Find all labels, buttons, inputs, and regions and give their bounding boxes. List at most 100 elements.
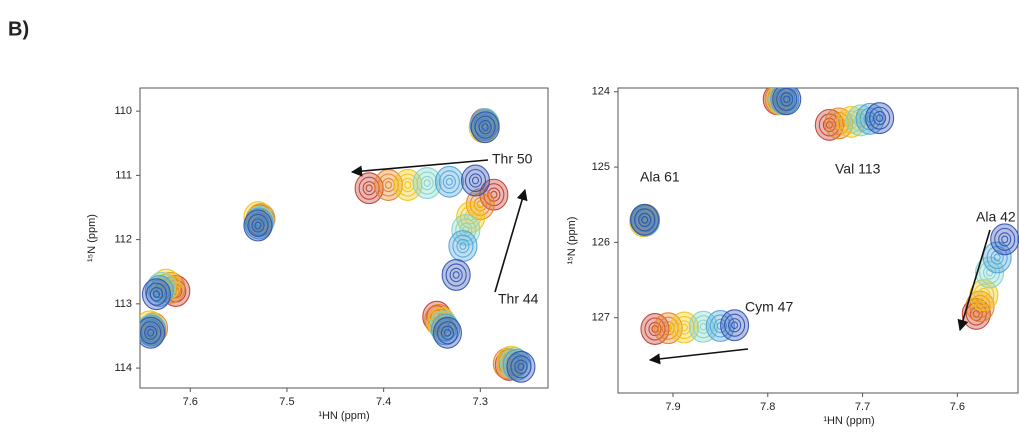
contour [468,173,483,188]
contour [673,315,695,340]
contour [252,216,266,231]
peak [460,164,491,197]
peaks [629,88,1019,345]
contour [443,328,452,337]
peak [141,278,171,311]
y-tick-label: 111 [115,169,132,181]
y-axis-label: ¹⁵N (ppm) [86,214,98,262]
contour [476,200,484,209]
annotation: Ala 42 [976,209,1016,225]
contour [969,306,983,322]
contour [148,279,170,303]
y-tick-label: 110 [114,105,132,117]
arrow [957,229,991,332]
contour [514,359,528,374]
x-axis-label: ¹HN (ppm) [318,410,369,422]
contour [145,282,167,306]
contour [401,177,415,193]
contour [141,319,163,343]
peak [448,230,478,262]
contour [977,287,991,303]
contour [440,325,455,340]
contour [818,113,840,137]
contour [471,176,480,185]
annotation: Val 113 [835,161,881,177]
contour [835,119,843,128]
peak [451,214,481,246]
contour [980,291,988,299]
contour [633,208,656,232]
contour [455,218,477,242]
contour [365,184,373,193]
peak [653,312,683,345]
contour [840,110,862,134]
annotation: Thr 44 [498,291,539,307]
contour [152,283,166,299]
contour [474,115,496,139]
contour [709,314,731,338]
y-tick-label: 124 [592,86,610,98]
contour [637,212,652,227]
contour [449,267,463,283]
peak [412,167,442,200]
contour [254,221,262,230]
contour [452,234,474,258]
contour [381,177,396,193]
contour [445,263,467,287]
arrow [648,348,749,365]
contour [973,283,995,307]
contour [993,253,1001,262]
contour [423,179,431,187]
contour [731,321,739,330]
contour [664,324,672,333]
contour [459,242,467,250]
y-tick-label: 112 [114,234,132,246]
contour [692,315,714,339]
contour [452,271,460,279]
contour [724,313,746,337]
y-axis-label: ¹⁵N (ppm) [566,217,578,265]
contour [147,328,155,337]
contour [460,205,482,229]
x-tick-label: 7.5 [279,396,294,408]
contour [464,209,478,225]
contour [477,118,491,133]
contour [456,238,470,254]
contour [677,320,691,335]
y-tick-label: 113 [114,298,132,310]
panel-label: B) [8,18,29,40]
contour [876,114,884,122]
peak [393,169,423,201]
peaks [140,108,536,383]
peak [772,88,802,116]
contour [481,123,489,132]
contour [438,170,460,194]
contour [994,227,1016,251]
peak [434,165,464,198]
x-tick-label: 7.6 [183,396,198,408]
x-tick-label: 7.9 [665,401,680,413]
x-axis-label: ¹HN (ppm) [823,415,874,427]
contour [442,174,456,189]
y-tick-label: 127 [592,312,610,324]
contour [416,171,438,195]
contour [783,95,791,104]
peak [432,316,463,349]
peak [140,316,166,349]
contour [462,226,470,234]
x-tick-label: 7.3 [473,396,488,408]
contour [459,222,473,238]
y-tick-label: 125 [592,161,610,173]
contour [247,213,269,238]
peak [243,209,273,242]
contour [436,321,459,345]
contour [404,181,412,189]
contour [478,120,492,135]
contour [473,197,487,212]
peak [982,241,1012,274]
contour [152,290,160,299]
y-tick-label: 114 [114,362,132,374]
contour [510,355,532,379]
peak [629,203,660,236]
